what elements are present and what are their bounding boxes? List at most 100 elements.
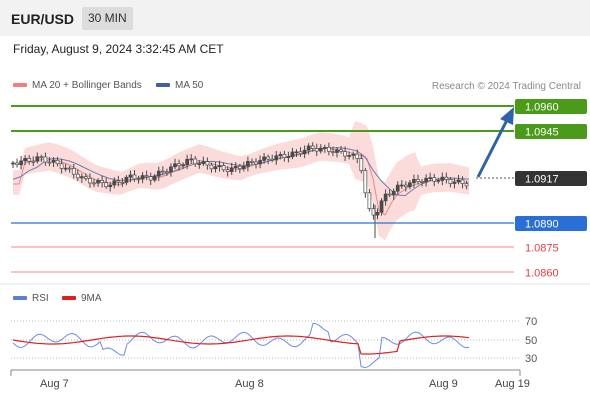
candle-body [71, 168, 76, 175]
candle-body [35, 156, 40, 162]
candle-body [278, 154, 283, 157]
candlesticks [11, 142, 469, 238]
rsi-ma9-line [12, 335, 470, 355]
rsi-line [12, 322, 470, 369]
candle-body [452, 181, 457, 184]
candle-body [351, 153, 356, 156]
datetime-label: Friday, August 9, 2024 3:32:45 AM CET [13, 42, 224, 56]
candle-body [209, 164, 214, 170]
candle-body [262, 156, 266, 161]
ma50-swatch-icon [156, 83, 170, 88]
candle-body [15, 162, 19, 166]
candle-body [221, 165, 226, 171]
timeframe-button[interactable]: 30 MIN [82, 7, 133, 30]
candle-body [108, 184, 113, 188]
candle-body [290, 151, 295, 158]
candle-body [335, 149, 339, 153]
legend-ma50-label: MA 50 [175, 80, 204, 91]
candle-body [323, 146, 327, 149]
rsi-tick-50: 50 [525, 335, 537, 347]
legend-ma9: 9MA [62, 293, 102, 304]
candle-body [193, 158, 198, 165]
candle-body [92, 182, 96, 185]
candle-body [404, 184, 408, 188]
candle-body [177, 163, 181, 167]
candle-body [395, 184, 400, 192]
candle-body [100, 179, 104, 184]
candle-body [128, 174, 133, 178]
candle-body [189, 158, 194, 161]
candle-body [310, 145, 315, 149]
level-value-4: 1.0890 [525, 219, 559, 231]
x-label-aug8: Aug 8 [235, 378, 264, 390]
candle-body [420, 181, 424, 183]
candle-body [31, 160, 36, 163]
candle-body [367, 192, 372, 210]
forecast-arrow [476, 117, 510, 178]
candle-body [444, 176, 449, 180]
candle-body [233, 165, 238, 169]
candle-body [55, 159, 60, 165]
candle-body [112, 180, 117, 186]
candle-body [144, 175, 149, 178]
candle-body [27, 158, 32, 162]
candle-body [96, 179, 100, 184]
candle-body [250, 161, 254, 163]
candle-body [79, 176, 84, 179]
candle-body [201, 161, 206, 164]
candle-body [399, 184, 404, 187]
legend-ma20-label: MA 20 + Bollinger Bands [32, 80, 142, 91]
candle-body [11, 162, 15, 165]
candle-body [347, 155, 351, 157]
candle-body [298, 151, 303, 155]
legend-ma20: MA 20 + Bollinger Bands [13, 80, 142, 91]
candle-body [197, 163, 202, 165]
candle-body [152, 175, 157, 181]
candle-body [254, 161, 258, 165]
candle-body [120, 181, 125, 184]
candle-body [205, 161, 210, 166]
candle-body [185, 158, 189, 165]
candle-body [331, 151, 335, 153]
level-value-6: 1.0860 [525, 268, 559, 280]
candle-body [246, 161, 250, 167]
candle-body [375, 211, 380, 216]
candle-body [156, 170, 161, 177]
candle-body [140, 175, 145, 180]
candle-body [460, 179, 465, 184]
candle-body [424, 177, 428, 183]
x-label-aug7: Aug 7 [40, 378, 69, 390]
x-label-aug9: Aug 9 [429, 378, 458, 390]
legend-ma9-label: 9MA [81, 293, 102, 304]
candle-body [161, 170, 165, 173]
candle-body [225, 169, 230, 172]
candle-body [67, 167, 72, 170]
level-tag-4 [515, 216, 587, 231]
candle-body [173, 163, 177, 168]
candle-body [75, 173, 80, 179]
candle-body [440, 176, 445, 181]
level-tag-3 [515, 171, 587, 186]
candle-body [286, 156, 291, 159]
candle-body [408, 182, 412, 188]
candle-body [391, 190, 396, 196]
level-value-3: 1.0917 [525, 174, 559, 186]
candle-body [136, 178, 141, 181]
candle-body [282, 154, 287, 158]
candle-body [302, 149, 307, 155]
rsi-tick-30: 30 [525, 353, 537, 365]
candle-body [314, 148, 319, 152]
candle-body [104, 182, 109, 188]
candle-body [339, 149, 343, 152]
candle-body [448, 179, 453, 184]
legend-rsi-label: RSI [32, 293, 49, 304]
candle-body [355, 153, 360, 159]
candle-body [132, 174, 137, 180]
candle-body [432, 177, 437, 182]
candle-body [39, 156, 44, 159]
candle-body [237, 165, 242, 169]
candle-body [387, 193, 392, 196]
level-value-5: 1.0875 [525, 243, 559, 255]
symbol-label: EUR/USD [11, 11, 75, 27]
